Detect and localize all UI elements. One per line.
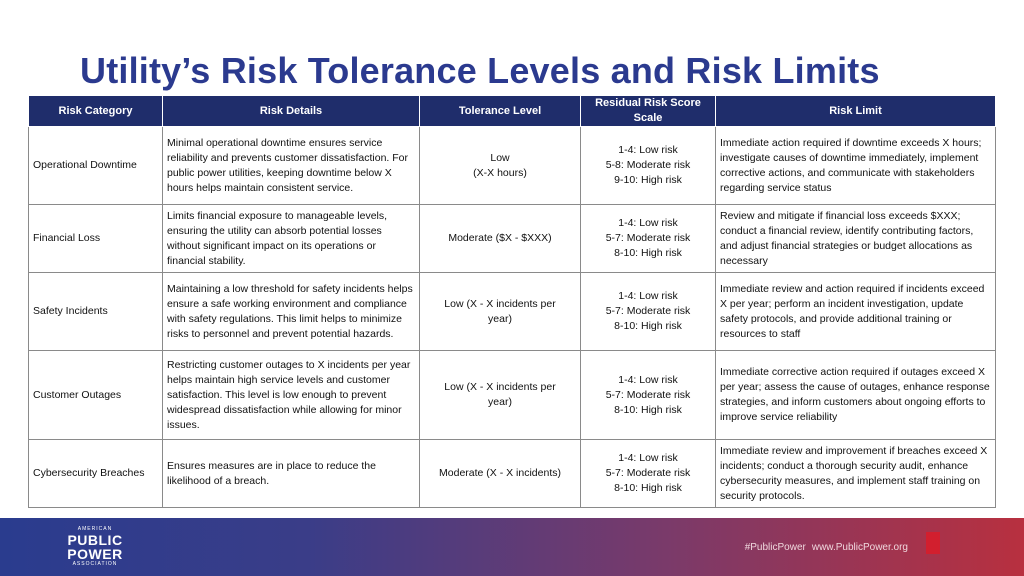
scale-high: 8-10: High risk	[614, 320, 682, 332]
scale-high: 8-10: High risk	[614, 247, 682, 259]
risk-score-scale-cell: 1-4: Low risk 5-7: Moderate risk 8-10: H…	[580, 439, 716, 508]
page-title: Utility’s Risk Tolerance Levels and Risk…	[80, 50, 880, 91]
table-row: Customer Outages Restricting customer ou…	[28, 350, 996, 440]
header-risk-details: Risk Details	[162, 95, 420, 127]
tolerance-line: Moderate (X - X incidents)	[439, 467, 561, 479]
tolerance-level-cell: Low (X - X incidents per year)	[419, 272, 581, 351]
tolerance-level-cell: Low (X-X hours)	[419, 126, 581, 205]
scale-low: 1-4: Low risk	[618, 144, 678, 156]
logo-line-public: PUBLIC	[67, 532, 123, 548]
logo-line-power: POWER	[67, 546, 123, 562]
risk-limit-cell: Review and mitigate if financial loss ex…	[715, 204, 996, 273]
risk-limit-cell: Immediate review and improvement if brea…	[715, 439, 996, 508]
tolerance-line: year)	[488, 312, 512, 325]
risk-details-cell: Minimal operational downtime ensures ser…	[162, 126, 420, 205]
table-row: Cybersecurity Breaches Ensures measures …	[28, 439, 996, 508]
risk-category-cell: Customer Outages	[28, 350, 163, 440]
risk-limit-cell: Immediate review and action required if …	[715, 272, 996, 351]
logo-line-american: AMERICAN	[77, 526, 113, 532]
scale-low: 1-4: Low risk	[618, 373, 678, 386]
footer-text: #PublicPower www.PublicPower.org	[745, 542, 914, 553]
header-risk-limit: Risk Limit	[715, 95, 996, 127]
logo-line-association: ASSOCIATION	[72, 561, 118, 567]
scale-moderate: 5-7: Moderate risk	[605, 305, 691, 317]
scale-high: 8-10: High risk	[614, 403, 682, 416]
table-header-row: Risk Category Risk Details Tolerance Lev…	[28, 95, 996, 127]
scale-high: 8-10: High risk	[614, 482, 682, 494]
risk-details-cell: Limits financial exposure to manageable …	[162, 204, 420, 273]
scale-low: 1-4: Low risk	[618, 452, 678, 464]
risk-category-cell: Operational Downtime	[28, 126, 163, 205]
tolerance-line: Low (X - X incidents per	[444, 297, 556, 310]
scale-low: 1-4: Low risk	[618, 290, 678, 302]
tolerance-line: year)	[488, 396, 512, 408]
tolerance-level-cell: Low (X - X incidents per year)	[419, 350, 581, 440]
tolerance-level-cell: Moderate (X - X incidents)	[419, 439, 581, 508]
scale-moderate: 5-7: Moderate risk	[605, 232, 691, 244]
brand-accent-square	[926, 532, 940, 554]
risk-score-scale-cell: 1-4: Low risk 5-7: Moderate risk 8-10: H…	[580, 204, 716, 273]
scale-moderate: 5-8: Moderate risk	[605, 159, 691, 171]
tolerance-line: Moderate ($X - $XXX)	[448, 232, 552, 244]
footer-website: www.PublicPower.org	[811, 542, 908, 553]
risk-details-cell: Maintaining a low threshold for safety i…	[162, 272, 420, 351]
header-risk-category: Risk Category	[28, 95, 163, 127]
risk-category-cell: Cybersecurity Breaches	[28, 439, 163, 508]
footer-bar: AMERICAN PUBLIC POWER ASSOCIATION #Publi…	[0, 518, 1024, 576]
tolerance-line: (X-X hours)	[473, 166, 527, 179]
risk-limit-cell: Immediate action required if downtime ex…	[715, 126, 996, 205]
table-row: Operational Downtime Minimal operational…	[28, 126, 996, 205]
risk-score-scale-cell: 1-4: Low risk 5-7: Moderate risk 8-10: H…	[580, 350, 716, 440]
scale-moderate: 5-7: Moderate risk	[605, 388, 691, 401]
footer-hashtag: #PublicPower	[744, 542, 806, 553]
tolerance-level-cell: Moderate ($X - $XXX)	[419, 204, 581, 273]
public-power-logo: AMERICAN PUBLIC POWER ASSOCIATION	[60, 526, 130, 570]
risk-score-scale-cell: 1-4: Low risk 5-7: Moderate risk 8-10: H…	[580, 272, 716, 351]
risk-details-cell: Ensures measures are in place to reduce …	[162, 439, 420, 508]
tolerance-line: Low (X - X incidents per	[444, 381, 556, 393]
risk-limit-cell: Immediate corrective action required if …	[715, 350, 996, 440]
risk-table: Risk Category Risk Details Tolerance Lev…	[28, 95, 996, 508]
scale-high: 9-10: High risk	[614, 174, 682, 186]
risk-category-cell: Safety Incidents	[28, 272, 163, 351]
scale-moderate: 5-7: Moderate risk	[605, 467, 691, 479]
table-row: Financial Loss Limits financial exposure…	[28, 204, 996, 273]
risk-category-cell: Financial Loss	[28, 204, 163, 273]
tolerance-line: Low	[490, 151, 510, 164]
scale-low: 1-4: Low risk	[618, 217, 678, 229]
table-row: Safety Incidents Maintaining a low thres…	[28, 272, 996, 351]
risk-details-cell: Restricting customer outages to X incide…	[162, 350, 420, 440]
header-tolerance-level: Tolerance Level	[419, 95, 581, 127]
risk-score-scale-cell: 1-4: Low risk 5-8: Moderate risk 9-10: H…	[580, 126, 716, 205]
header-residual-risk-score-scale: Residual Risk Score Scale	[580, 95, 716, 127]
